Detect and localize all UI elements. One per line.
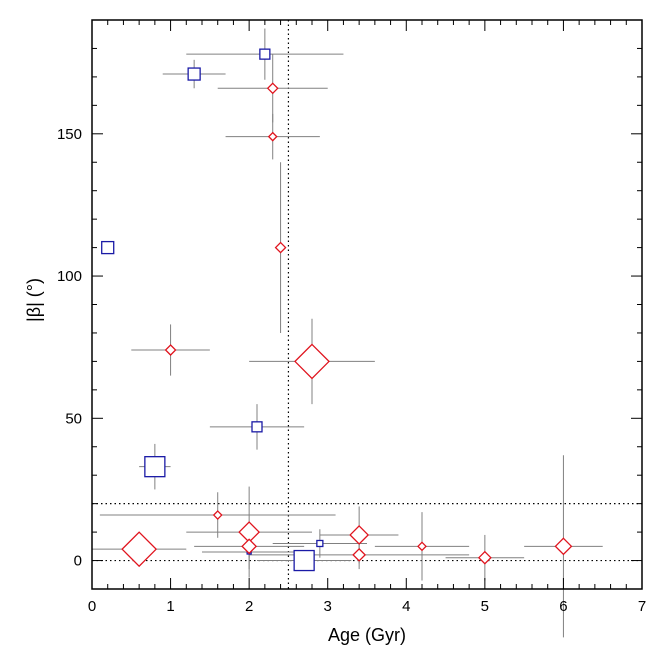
diamond-marker	[477, 550, 492, 565]
diamond-marker	[417, 541, 427, 552]
x-tick-label: 0	[88, 598, 96, 615]
square-marker	[101, 240, 115, 255]
diamond-marker	[274, 241, 287, 254]
data-markers	[101, 48, 573, 572]
y-axis-label: |β| (°)	[24, 278, 44, 322]
reference-lines	[92, 20, 642, 589]
y-tick-label: 100	[57, 268, 82, 285]
diamond-marker	[294, 343, 330, 380]
square-marker	[316, 539, 324, 548]
square-marker	[259, 48, 271, 60]
x-tick-label: 2	[245, 598, 253, 615]
diamond-marker	[121, 531, 158, 568]
tick-labels: 0 1 2 3 4 5 6 7 0 50 100 150	[57, 126, 646, 615]
diamond-marker	[241, 538, 258, 555]
diamond-marker	[266, 82, 279, 95]
diamond-marker	[349, 525, 370, 545]
x-tick-label: 1	[166, 598, 174, 615]
x-tick-label: 5	[481, 598, 489, 615]
y-tick-label: 0	[74, 553, 82, 570]
y-tick-label: 150	[57, 126, 82, 143]
x-axis-label: Age (Gyr)	[328, 625, 406, 645]
square-marker	[187, 67, 201, 81]
diamond-marker	[212, 510, 223, 520]
y-tick-label: 50	[65, 410, 82, 427]
diamond-marker	[267, 131, 278, 142]
x-tick-label: 4	[402, 598, 410, 615]
square-marker	[293, 549, 315, 572]
x-tick-label: 6	[559, 598, 567, 615]
diamond-marker	[164, 344, 177, 356]
square-marker	[144, 456, 166, 478]
x-tick-label: 3	[324, 598, 332, 615]
diamond-marker	[554, 537, 573, 556]
axes	[91, 19, 643, 590]
square-marker	[251, 421, 263, 433]
error-bars	[92, 28, 603, 638]
x-tick-label: 7	[638, 598, 646, 615]
diamond-marker	[352, 547, 367, 562]
